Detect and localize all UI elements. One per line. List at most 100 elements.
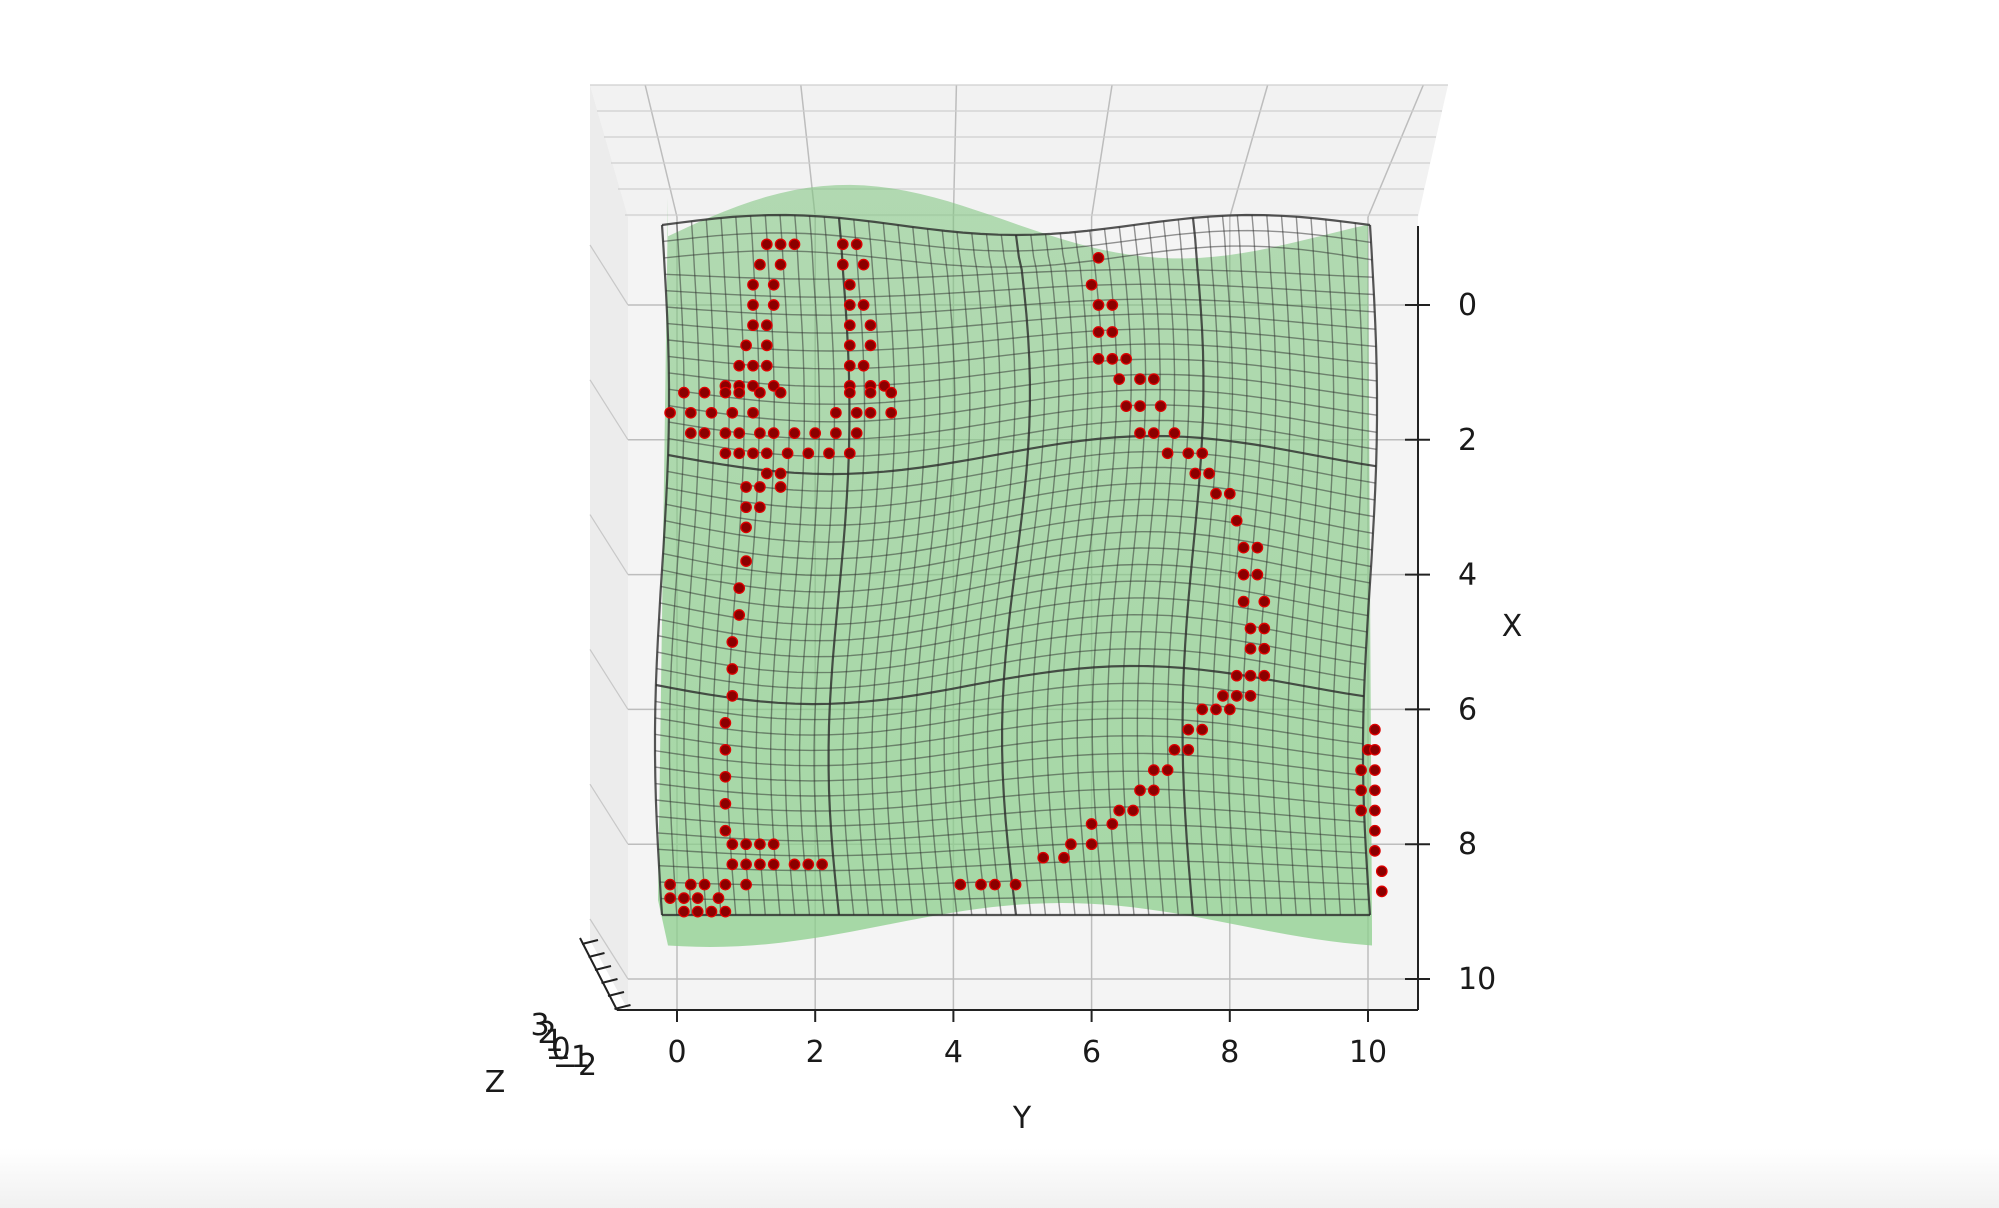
wire-line-h (668, 404, 1377, 441)
scatter-point (823, 447, 835, 460)
scatter-point (733, 447, 746, 460)
scatter-point (754, 838, 766, 851)
gridline-v-back (952, 84, 958, 218)
scatter-point (698, 386, 711, 399)
scatter-point (719, 447, 732, 460)
scatter-point (864, 319, 877, 332)
scatter-point (857, 359, 870, 372)
wire-line-h (655, 682, 1364, 721)
scatter-point (1037, 851, 1050, 864)
scatter-point (1244, 669, 1257, 682)
z-tick-label: 1 (544, 1024, 563, 1059)
scatter-point (747, 380, 759, 392)
scatter-point (850, 238, 863, 251)
scatter-point (726, 636, 739, 648)
wire-line-h (659, 580, 1369, 626)
scatter-point (726, 690, 739, 702)
wire-line-h (668, 373, 1378, 405)
scatter-point (705, 406, 718, 419)
scatter-point (1230, 690, 1243, 702)
wire-line-h (655, 699, 1364, 736)
scatter-point (1196, 703, 1209, 716)
floor-pane (590, 85, 628, 1010)
scatter-point (740, 521, 752, 534)
wire-line-h (668, 388, 1378, 423)
scatter-point (1161, 447, 1174, 460)
wire-line-h (665, 283, 1374, 298)
z-tick-label: −1 (546, 1040, 590, 1075)
scatter-point (843, 359, 856, 372)
scatter-point (1085, 818, 1098, 830)
scatter-point (1258, 642, 1271, 655)
scatter-point (691, 892, 704, 904)
scatter-point (712, 892, 725, 904)
wire-line-h (665, 482, 1375, 527)
scatter-point (885, 406, 898, 419)
scatter-point (1120, 400, 1133, 412)
scatter-point (788, 427, 801, 439)
scatter-point (684, 427, 697, 439)
scatter-point (698, 878, 711, 891)
scatter-point (719, 427, 732, 439)
scatter-point (1147, 427, 1160, 439)
scatter-point (1369, 764, 1381, 776)
scatter-point (1369, 743, 1381, 756)
scatter-point (864, 406, 877, 419)
scatter-point (754, 858, 766, 871)
scatter-point (816, 858, 828, 871)
scatter-point (1237, 541, 1250, 554)
wire-line-h (655, 664, 1365, 706)
scatter-point (836, 238, 849, 251)
scatter-point (1092, 326, 1105, 338)
gridline-v-back (1367, 84, 1424, 218)
scatter-point (774, 481, 787, 493)
scatter-point (726, 663, 739, 675)
scatter-point (1223, 703, 1236, 716)
scatter-point (1106, 818, 1119, 830)
scatter-point (747, 319, 759, 332)
x-tick-label: 10 (1458, 962, 1496, 997)
scatter-point (1168, 743, 1181, 756)
gridline-h-floor (589, 783, 629, 845)
scatter-point (754, 427, 766, 439)
scatter-point (767, 858, 780, 871)
gridline-h-floor (589, 514, 629, 575)
scatter-point (1106, 353, 1119, 365)
scatter-point (1127, 804, 1139, 817)
z-tick-label: 0 (551, 1032, 570, 1067)
gridline-v-back (1229, 84, 1269, 218)
scatter-point (1058, 851, 1070, 864)
scatter-point (774, 238, 787, 251)
scatter-point (1134, 427, 1146, 439)
scatter-point (1369, 824, 1381, 837)
y-tick-label: 10 (1349, 1035, 1387, 1070)
scatter-point (733, 427, 746, 439)
z-tick-mark (614, 1004, 631, 1010)
gridline-h-floor (589, 379, 629, 441)
z-tick-mark (588, 952, 605, 958)
scatter-point (1230, 669, 1243, 682)
scatter-point (1217, 690, 1229, 702)
scatter-point (774, 467, 787, 480)
scatter-point (1355, 784, 1367, 797)
scatter-point (740, 838, 752, 851)
scatter-point (843, 278, 856, 291)
z-tick-mark (601, 978, 618, 984)
z-tick-label: 2 (537, 1016, 556, 1051)
scatter-point (1134, 784, 1146, 797)
scatter-point (705, 905, 718, 918)
scatter-points (664, 238, 1388, 918)
scatter-point (843, 319, 856, 332)
wire-line-h (656, 806, 1365, 827)
scatter-point (767, 299, 780, 311)
scatter-point (760, 238, 773, 251)
scatter-point (1230, 514, 1243, 527)
scatter-point (802, 447, 815, 460)
y-axis: 0 2 4 6 8 10 (617, 1009, 1418, 1070)
scatter-point (733, 386, 746, 399)
scatter-point (1258, 595, 1271, 608)
scatter-point (760, 319, 773, 332)
wire-line-h (660, 563, 1370, 610)
scatter-point (1182, 447, 1195, 460)
